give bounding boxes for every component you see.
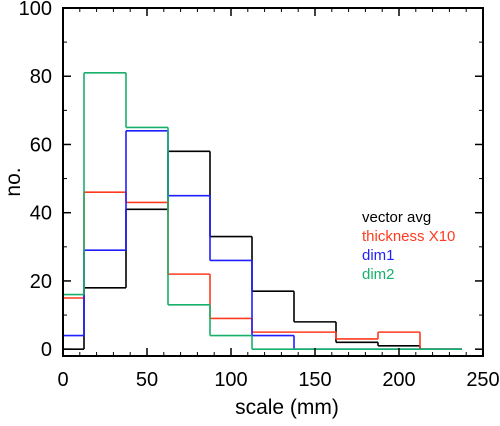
x-tick-label: 150 [298, 369, 331, 391]
x-tick-label: 200 [382, 369, 415, 391]
x-tick-label: 100 [214, 369, 247, 391]
plot-frame [62, 7, 484, 357]
x-tick-label: 50 [136, 369, 158, 391]
legend: vector avg thickness X10 dim1 dim2 [362, 209, 455, 283]
series-dim2 [63, 72, 462, 350]
y-axis: 0 20 40 60 80 100 [19, 0, 483, 361]
y-tick-label: 0 [41, 339, 52, 361]
x-tick-label: 250 [466, 369, 499, 391]
y-tick-label: 80 [30, 66, 52, 88]
legend-label: thickness X10 [362, 228, 455, 245]
y-tick-label: 40 [30, 203, 52, 225]
legend-label: dim1 [362, 247, 395, 264]
y-tick-label: 20 [30, 271, 52, 293]
y-axis-title: no. [2, 167, 25, 196]
x-tick-label: 0 [57, 369, 68, 391]
y-tick-label: 100 [19, 0, 52, 20]
legend-label: vector avg [362, 209, 431, 226]
x-axis-title: scale (mm) [235, 396, 339, 419]
y-tick-label: 60 [30, 134, 52, 156]
legend-label: dim2 [362, 266, 395, 283]
x-axis: 0 50 100 150 200 250 [57, 8, 500, 391]
series-layer [63, 72, 462, 350]
